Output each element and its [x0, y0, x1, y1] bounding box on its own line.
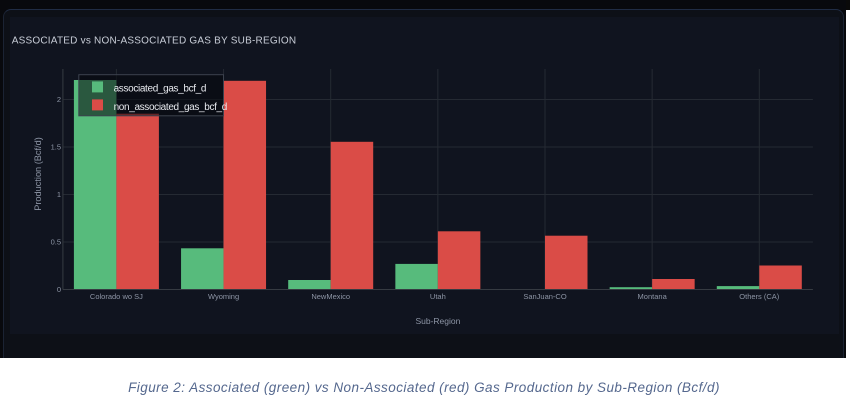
svg-text:0: 0 — [57, 285, 61, 294]
svg-text:Production (Bcf/d): Production (Bcf/d) — [33, 137, 43, 211]
svg-text:associated_gas_bcf_d: associated_gas_bcf_d — [114, 84, 207, 95]
svg-text:non_associated_gas_bcf_d: non_associated_gas_bcf_d — [114, 102, 227, 113]
svg-text:Others (CA): Others (CA) — [739, 292, 780, 301]
svg-text:1: 1 — [57, 190, 61, 199]
svg-text:SanJuan-CO: SanJuan-CO — [523, 292, 567, 301]
svg-text:Wyoming: Wyoming — [208, 292, 239, 301]
svg-text:Utah: Utah — [430, 292, 446, 301]
svg-text:1.5: 1.5 — [51, 143, 61, 152]
svg-text:NewMexico: NewMexico — [311, 292, 350, 301]
svg-text:ASSOCIATED vs NON-ASSOCIATED G: ASSOCIATED vs NON-ASSOCIATED GAS BY SUB-… — [12, 36, 297, 47]
svg-text:Colorado wo SJ: Colorado wo SJ — [90, 292, 143, 301]
svg-text:Montana: Montana — [638, 292, 668, 301]
svg-text:2: 2 — [57, 95, 61, 104]
svg-text:0.5: 0.5 — [51, 238, 61, 247]
svg-text:Sub-Region: Sub-Region — [415, 316, 460, 326]
